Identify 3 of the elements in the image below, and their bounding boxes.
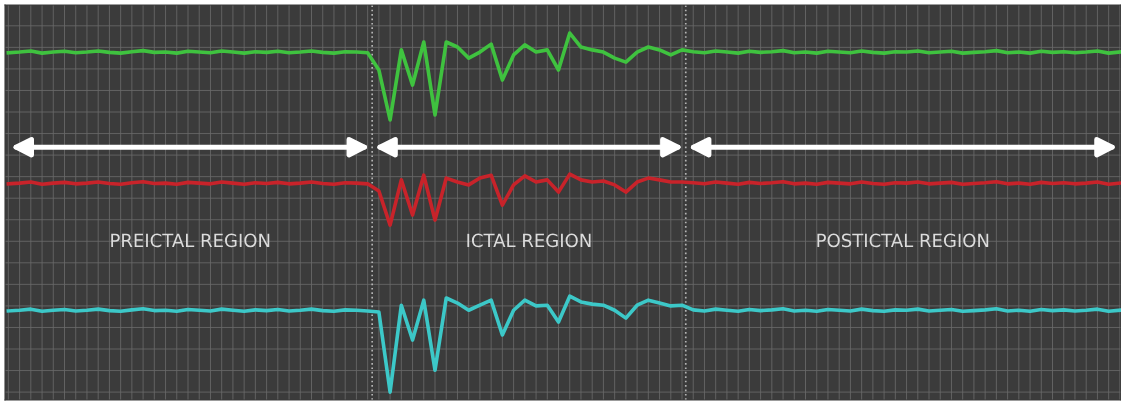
annotation: ICTAL REGION — [467, 233, 591, 248]
annotation: PREICTAL REGION — [111, 233, 270, 248]
annotation: POSTICTAL REGION — [817, 233, 989, 248]
